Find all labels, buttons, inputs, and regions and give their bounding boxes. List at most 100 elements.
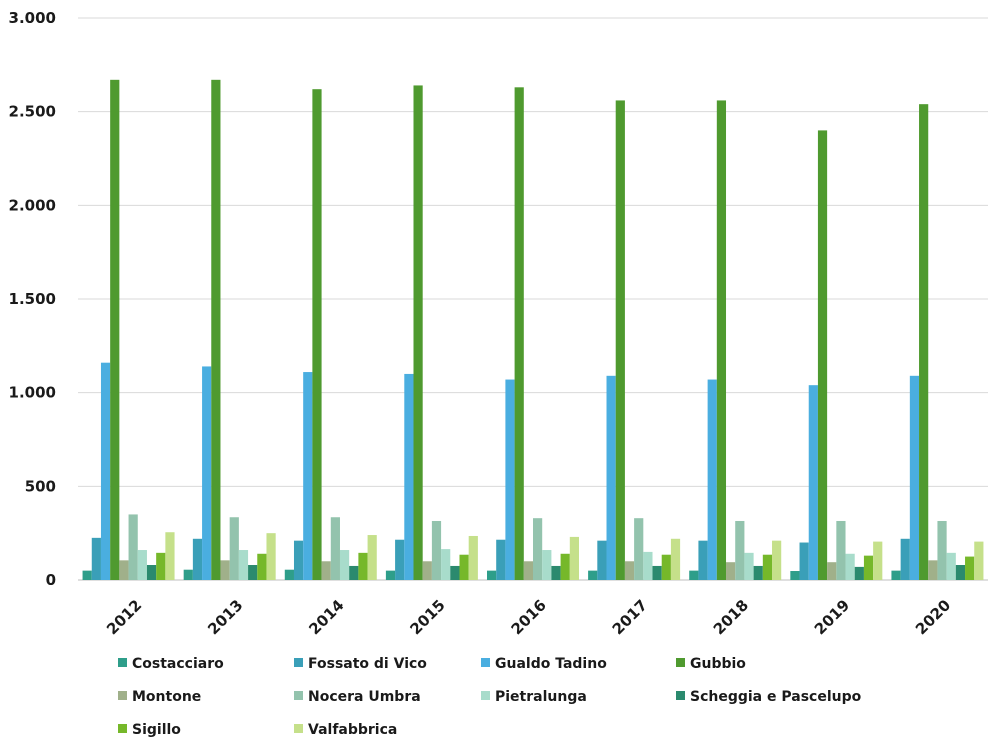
bar-scheggia-e-pascelupo-2015 bbox=[450, 565, 460, 580]
bar-montone-2013 bbox=[220, 560, 230, 580]
bar-sigillo-2015 bbox=[459, 554, 469, 580]
bar-costacciaro-2014 bbox=[284, 569, 294, 580]
y-tick-label: 2.000 bbox=[9, 196, 56, 214]
bar-costacciaro-2013 bbox=[183, 569, 193, 580]
bar-costacciaro-2012 bbox=[82, 570, 92, 580]
legend-label: Costacciaro bbox=[132, 656, 224, 672]
bar-sigillo-2019 bbox=[863, 555, 874, 580]
legend-item-pietralunga: Pietralunga bbox=[481, 689, 587, 705]
legend-swatch bbox=[294, 724, 303, 733]
bar-fossato-di-vico-2016 bbox=[496, 539, 506, 580]
bar-fossato-di-vico-2020 bbox=[900, 538, 910, 580]
x-tick-label: 2014 bbox=[305, 596, 347, 638]
legend-swatch bbox=[294, 658, 303, 667]
bar-costacciaro-2015 bbox=[385, 570, 396, 580]
bar-gubbio-2020 bbox=[919, 104, 929, 581]
bar-gubbio-2019 bbox=[817, 130, 828, 580]
x-tick-label: 2015 bbox=[406, 596, 448, 638]
legend-item-sigillo: Sigillo bbox=[118, 722, 181, 738]
bar-sigillo-2014 bbox=[358, 552, 368, 580]
legend-item-scheggia-e-pascelupo: Scheggia e Pascelupo bbox=[676, 689, 862, 705]
bar-sigillo-2017 bbox=[661, 554, 671, 580]
legend-swatch bbox=[481, 691, 490, 700]
bar-nocera-umbra-2012 bbox=[128, 514, 138, 580]
bar-gubbio-2013 bbox=[211, 79, 221, 580]
bar-gualdo-tadino-2019 bbox=[808, 385, 818, 580]
bar-gualdo-tadino-2015 bbox=[404, 373, 414, 580]
bar-montone-2014 bbox=[321, 561, 331, 580]
x-tick-label: 2020 bbox=[912, 596, 954, 638]
bar-costacciaro-2020 bbox=[891, 570, 901, 580]
bar-montone-2016 bbox=[523, 561, 533, 580]
bar-pietralunga-2017 bbox=[643, 551, 653, 580]
bar-pietralunga-2020 bbox=[946, 552, 956, 580]
bar-scheggia-e-pascelupo-2020 bbox=[955, 565, 966, 580]
bar-gubbio-2012 bbox=[110, 79, 120, 580]
legend-label: Valfabbrica bbox=[308, 722, 397, 738]
bar-montone-2015 bbox=[422, 561, 432, 580]
bar-fossato-di-vico-2018 bbox=[698, 540, 708, 580]
bar-costacciaro-2016 bbox=[487, 570, 497, 580]
bar-fossato-di-vico-2019 bbox=[799, 542, 809, 580]
x-tick-label: 2012 bbox=[103, 596, 145, 638]
x-tick-label: 2013 bbox=[204, 596, 246, 638]
bar-pietralunga-2016 bbox=[542, 550, 552, 580]
legend-label: Montone bbox=[132, 689, 201, 705]
legend-item-montone: Montone bbox=[118, 689, 201, 705]
bar-sigillo-2012 bbox=[156, 552, 166, 580]
category-group-2015 bbox=[385, 85, 478, 580]
bar-pietralunga-2018 bbox=[744, 552, 754, 580]
bar-pietralunga-2019 bbox=[845, 553, 855, 580]
bar-nocera-umbra-2013 bbox=[229, 517, 239, 580]
category-group-2014 bbox=[284, 89, 377, 580]
legend-swatch bbox=[118, 724, 127, 733]
bar-scheggia-e-pascelupo-2012 bbox=[146, 565, 157, 580]
bar-scheggia-e-pascelupo-2017 bbox=[652, 565, 662, 580]
bar-sigillo-2013 bbox=[257, 553, 267, 580]
bar-nocera-umbra-2015 bbox=[431, 520, 442, 580]
bar-gubbio-2017 bbox=[615, 100, 625, 581]
bar-gualdo-tadino-2020 bbox=[909, 375, 920, 580]
bar-gubbio-2014 bbox=[312, 89, 322, 580]
bar-scheggia-e-pascelupo-2016 bbox=[551, 565, 561, 580]
bar-montone-2012 bbox=[119, 560, 129, 580]
bar-scheggia-e-pascelupo-2019 bbox=[854, 566, 864, 580]
bar-costacciaro-2018 bbox=[689, 570, 699, 580]
legend-swatch bbox=[676, 691, 685, 700]
x-tick-label: 2016 bbox=[508, 596, 550, 638]
bar-costacciaro-2019 bbox=[790, 571, 800, 580]
category-group-2013 bbox=[183, 79, 276, 580]
bar-gualdo-tadino-2012 bbox=[100, 362, 111, 580]
legend-label: Nocera Umbra bbox=[308, 689, 421, 705]
bar-valfabbrica-2017 bbox=[670, 538, 681, 580]
legend-swatch bbox=[481, 658, 490, 667]
bar-gualdo-tadino-2018 bbox=[707, 379, 717, 580]
bar-scheggia-e-pascelupo-2014 bbox=[349, 565, 359, 580]
legend-swatch bbox=[676, 658, 685, 667]
grid-layer bbox=[78, 17, 988, 581]
bar-pietralunga-2014 bbox=[339, 550, 350, 580]
bar-nocera-umbra-2018 bbox=[735, 520, 745, 580]
bar-valfabbrica-2019 bbox=[873, 541, 883, 580]
legend-label: Pietralunga bbox=[495, 689, 587, 705]
category-group-2019 bbox=[790, 130, 883, 580]
bar-scheggia-e-pascelupo-2018 bbox=[753, 565, 763, 580]
category-group-2012 bbox=[82, 79, 175, 580]
bar-fossato-di-vico-2013 bbox=[192, 538, 203, 580]
legend-label: Fossato di Vico bbox=[308, 656, 427, 672]
legend-item-valfabbrica: Valfabbrica bbox=[294, 722, 397, 738]
bar-valfabbrica-2015 bbox=[468, 535, 478, 580]
legend: Costacciaro Fossato di Vico Gualdo Tadino G… bbox=[118, 656, 862, 738]
y-tick-label: 500 bbox=[25, 477, 56, 495]
bar-nocera-umbra-2020 bbox=[937, 520, 947, 580]
bar-montone-2019 bbox=[827, 562, 837, 580]
bar-gubbio-2016 bbox=[514, 87, 524, 580]
bar-montone-2018 bbox=[726, 562, 736, 580]
legend-label: Scheggia e Pascelupo bbox=[690, 689, 862, 705]
category-group-2020 bbox=[891, 104, 984, 581]
bar-montone-2020 bbox=[928, 560, 938, 580]
legend-label: Gualdo Tadino bbox=[495, 656, 607, 672]
legend-item-costacciaro: Costacciaro bbox=[118, 656, 224, 672]
bar-fossato-di-vico-2017 bbox=[597, 540, 607, 580]
